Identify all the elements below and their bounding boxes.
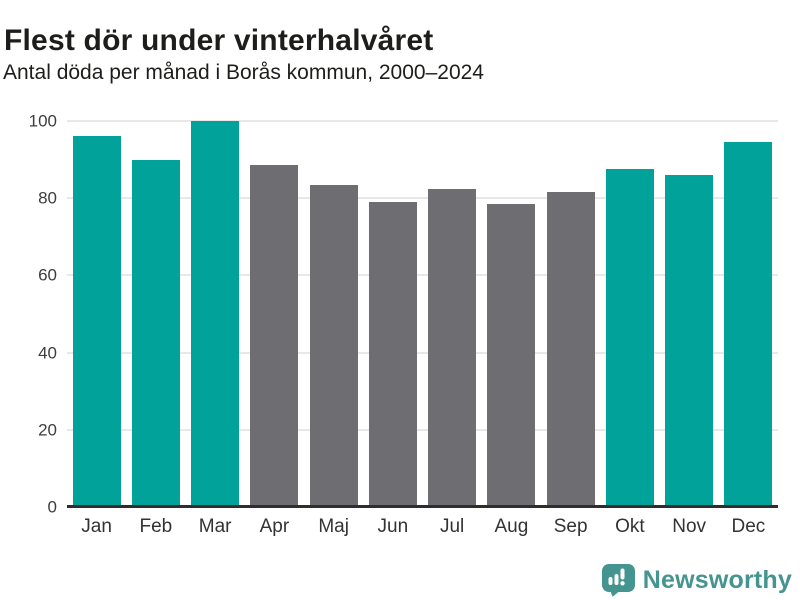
- bar-nov: [665, 175, 714, 507]
- gridline-60: [67, 274, 778, 277]
- bar-jan: [72, 136, 121, 507]
- bar-feb: [131, 159, 180, 507]
- x-tick-label-nov: Nov: [672, 516, 707, 537]
- x-axis: Jan Feb Mar Apr Maj Jun Jul Aug Sep Okt Nov Dec: [67, 516, 778, 546]
- bar-jul: [428, 188, 477, 507]
- x-tick-label-dec: Dec: [731, 516, 766, 537]
- gridline-40: [67, 351, 778, 354]
- newsworthy-logo-icon: [599, 563, 635, 597]
- y-axis: 0 20 40 60 80 100: [0, 113, 67, 516]
- x-axis-line: [67, 505, 778, 508]
- gridline-20: [67, 428, 778, 431]
- bar-jun: [368, 202, 417, 507]
- x-tick-label-okt: Okt: [615, 516, 645, 537]
- x-tick-label-aug: Aug: [494, 516, 529, 537]
- bar-sep: [546, 192, 595, 507]
- brand-name: Newsworthy: [642, 565, 792, 594]
- y-tick-label-0: 0: [47, 497, 57, 517]
- bar-aug: [487, 204, 536, 507]
- gridline-80: [67, 197, 778, 200]
- x-tick-label-jul: Jul: [439, 516, 465, 537]
- page-subtitle: Antal döda per månad i Borås kommun, 200…: [3, 61, 484, 84]
- bar-maj: [309, 184, 358, 507]
- plot-area: [67, 120, 778, 508]
- bar-apr: [250, 165, 299, 507]
- y-tick-label-40: 40: [38, 343, 57, 363]
- y-tick-label-100: 100: [28, 111, 57, 131]
- x-tick-label-jun: Jun: [377, 516, 409, 537]
- bar-dec: [724, 142, 773, 507]
- page-title: Flest dör under vinterhalvåret: [4, 24, 434, 58]
- x-tick-label-feb: Feb: [139, 516, 173, 537]
- bar-okt: [605, 169, 654, 507]
- x-tick-label-sep: Sep: [553, 516, 588, 537]
- bar-mar: [191, 121, 240, 507]
- y-tick-label-20: 20: [38, 420, 57, 440]
- y-tick-label-60: 60: [38, 265, 57, 285]
- brand-footer[interactable]: Newsworthy: [599, 563, 792, 597]
- x-tick-label-mar: Mar: [198, 516, 232, 537]
- x-tick-label-apr: Apr: [259, 516, 290, 537]
- x-tick-label-maj: Maj: [318, 516, 349, 537]
- gridline-100: [67, 120, 778, 122]
- x-tick-label-jan: Jan: [81, 516, 112, 537]
- y-tick-label-80: 80: [38, 188, 57, 208]
